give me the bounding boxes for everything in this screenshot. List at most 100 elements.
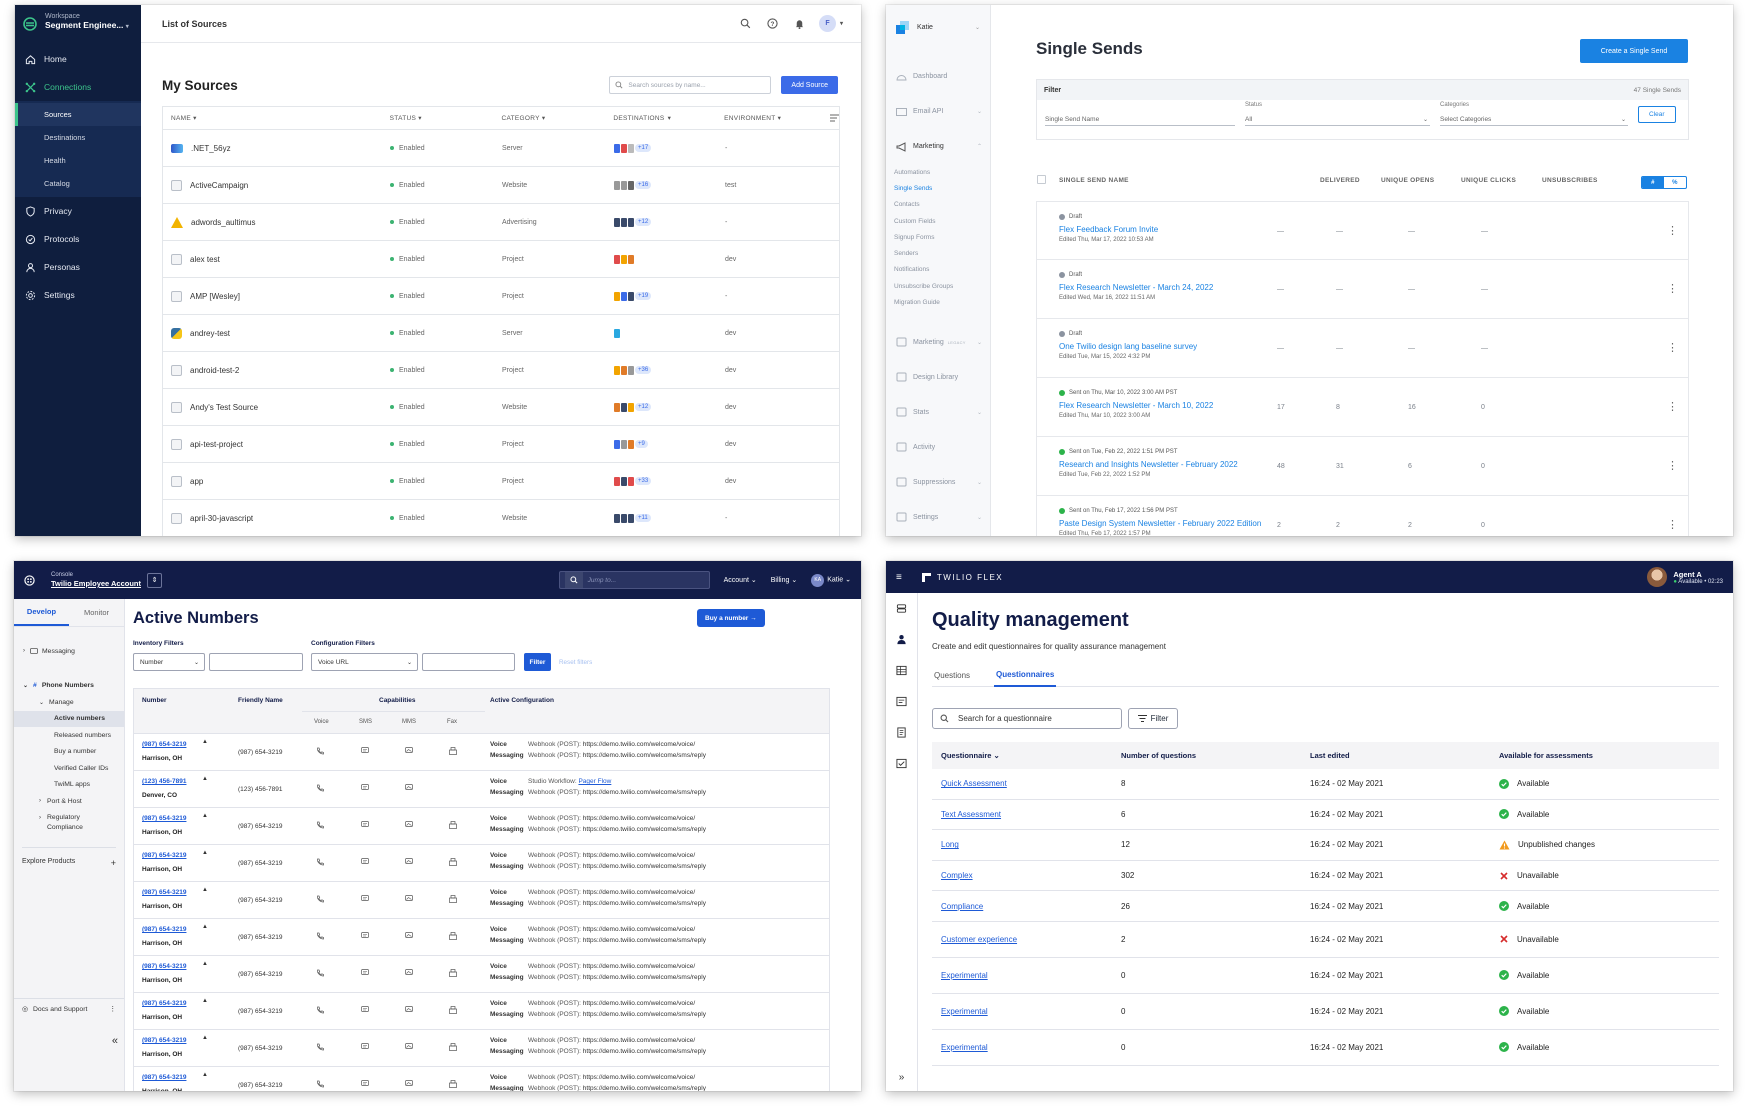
- subnav-catalog[interactable]: Catalog: [44, 179, 70, 188]
- sidebar-item-migration-guide[interactable]: Migration Guide: [894, 299, 940, 307]
- single-send-name-input[interactable]: Single Send Name: [1045, 106, 1235, 126]
- phone-number-link[interactable]: (987) 654-3219: [142, 1074, 187, 1081]
- table-row[interactable]: android-test-2 Enabled Project +36 dev: [162, 352, 840, 389]
- table-row[interactable]: (987) 654-3219 ▲ Harrison, OH (987) 654-321…: [133, 993, 830, 1030]
- questionnaire-link[interactable]: Long: [941, 840, 959, 850]
- sidebar-item-contacts[interactable]: Contacts: [894, 201, 920, 209]
- questionnaire-link[interactable]: Compliance: [941, 901, 984, 911]
- nav-design-library[interactable]: Design Library: [886, 360, 990, 395]
- more-actions-icon[interactable]: ⋮: [1667, 519, 1678, 531]
- nav-suppressions[interactable]: Suppressions ⌄: [886, 465, 990, 500]
- col-destinations[interactable]: DESTINATIONS ▾: [613, 114, 672, 123]
- nav-privacy[interactable]: Privacy: [15, 197, 141, 225]
- subnav-health[interactable]: Health: [44, 156, 66, 165]
- table-row[interactable]: app Enabled Project +33 dev: [162, 463, 840, 500]
- filter-button[interactable]: Filter: [1128, 708, 1178, 729]
- sidebar-item-notifications[interactable]: Notifications: [894, 266, 930, 274]
- table-row[interactable]: (987) 654-3219 ▲ Harrison, OH (987) 654-321…: [133, 1030, 830, 1067]
- account-name[interactable]: Twilio Employee Account: [51, 579, 142, 588]
- rail-item-list[interactable]: [886, 717, 917, 748]
- table-row[interactable]: (987) 654-3219 ▲ Harrison, OH (987) 654-321…: [133, 734, 830, 771]
- chevron-down-icon[interactable]: ▾: [839, 21, 843, 27]
- nav-dashboard[interactable]: Dashboard: [886, 59, 990, 94]
- docs-and-support[interactable]: ◎ Docs and Support ⋮: [14, 998, 124, 1019]
- phone-number-link[interactable]: (987) 654-3219: [142, 852, 187, 859]
- sidebar-item-messaging[interactable]: › Messaging: [23, 647, 75, 655]
- workspace-switcher[interactable]: Workspace Segment Enginee... ▾: [15, 5, 141, 45]
- sidebar-item-verified-caller-ids[interactable]: Verified Caller IDs: [54, 764, 109, 772]
- table-row[interactable]: adwords_aultimus Enabled Advertising +12 -: [162, 204, 840, 241]
- single-send-link[interactable]: Paste Design System Newsletter - Februar…: [1059, 519, 1262, 528]
- select-all-checkbox[interactable]: [1037, 175, 1046, 184]
- col-category[interactable]: CATEGORY ▾: [501, 115, 546, 122]
- reset-filters-link[interactable]: Reset filters: [559, 659, 593, 666]
- create-single-send-button[interactable]: Create a Single Send: [1580, 39, 1688, 63]
- categories-select[interactable]: Categories Select Categories ⌄: [1440, 102, 1628, 126]
- table-row[interactable]: Long 12 16:24 - 02 May 2021 Unpublished cha…: [932, 830, 1719, 861]
- source-name[interactable]: ActiveCampaign: [190, 180, 249, 190]
- rail-item-layers[interactable]: [886, 593, 917, 624]
- table-row[interactable]: (987) 654-3219 ▲ Harrison, OH (987) 654-321…: [133, 845, 830, 882]
- inventory-select[interactable]: Number ⌄: [133, 653, 205, 671]
- nav-email-api[interactable]: Email API ⌄: [886, 94, 990, 129]
- table-row[interactable]: ActiveCampaign Enabled Website +16 test: [162, 167, 840, 204]
- toggle-count[interactable]: #: [1642, 177, 1664, 188]
- col-name[interactable]: NAME ▾: [171, 114, 197, 123]
- table-row[interactable]: (987) 654-3219 ▲ Harrison, OH (987) 654-321…: [133, 1067, 830, 1091]
- rail-item-board[interactable]: [886, 686, 917, 717]
- tab-develop[interactable]: Develop: [14, 599, 69, 626]
- subnav-sources[interactable]: Sources: [15, 103, 141, 126]
- billing-menu[interactable]: Billing ⌄: [770, 577, 798, 584]
- rail-item-grid[interactable]: [886, 655, 917, 686]
- col-status[interactable]: STATUS ▾: [389, 115, 422, 122]
- sidebar-item-custom-fields[interactable]: Custom Fields: [894, 217, 936, 225]
- sidebar-item-automations[interactable]: Automations: [894, 168, 931, 176]
- table-row[interactable]: (987) 654-3219 ▲ Harrison, OH (987) 654-321…: [133, 919, 830, 956]
- studio-flow-link[interactable]: Pager Flow: [578, 778, 612, 785]
- rail-item-checklist[interactable]: [886, 748, 917, 779]
- collapse-sidebar-icon[interactable]: «: [111, 1035, 118, 1047]
- col-questionnaire[interactable]: Questionnaire ⌄: [932, 751, 1121, 760]
- nav-settings[interactable]: Settings: [15, 281, 141, 309]
- questionnaire-link[interactable]: Customer experience: [941, 934, 1018, 944]
- single-send-link[interactable]: One Twilio design lang baseline survey: [1059, 342, 1198, 351]
- source-name[interactable]: app: [190, 476, 204, 486]
- source-name[interactable]: alex test: [190, 254, 220, 264]
- table-row[interactable]: Sent on Thu, Mar 10, 2022 3:00 AM PST Fle…: [1036, 378, 1689, 437]
- source-name[interactable]: andrey-test: [190, 328, 231, 338]
- phone-number-link[interactable]: (987) 654-3219: [142, 1000, 187, 1007]
- table-row[interactable]: april-30-javascript Enabled Website +11 -: [162, 500, 840, 536]
- phone-number-link[interactable]: (987) 654-3219: [142, 963, 187, 970]
- sidebar-item-phone-numbers[interactable]: ⌄ # Phone Numbers: [23, 682, 94, 690]
- table-row[interactable]: Experimental 0 16:24 - 02 May 2021 Availabl…: [932, 958, 1719, 994]
- jump-to-search[interactable]: Jump to...: [558, 571, 710, 589]
- table-row[interactable]: Compliance 26 16:24 - 02 May 2021 Available: [932, 891, 1719, 922]
- source-name[interactable]: adwords_aultimus: [191, 217, 256, 227]
- account-switcher-icon[interactable]: ⇕: [147, 572, 163, 588]
- phone-number-link[interactable]: (987) 654-3219: [142, 889, 187, 896]
- search-input[interactable]: Search for a questionnaire: [932, 708, 1122, 729]
- sidebar-item-unsubscribe-groups[interactable]: Unsubscribe Groups: [894, 282, 954, 290]
- table-row[interactable]: AMP [Wesley] Enabled Project +19 -: [162, 278, 840, 315]
- sidebar-item-single-sends[interactable]: Single Sends: [894, 184, 933, 192]
- nav-marketing[interactable]: Marketing ⌃: [886, 129, 990, 164]
- search-input[interactable]: Search sources by name...: [609, 76, 772, 94]
- questionnaire-link[interactable]: Quick Assessment: [941, 779, 1007, 789]
- nav-protocols[interactable]: Protocols: [15, 225, 141, 253]
- bell-icon[interactable]: [794, 18, 805, 29]
- menu-icon[interactable]: ≡: [896, 571, 902, 583]
- phone-number-link[interactable]: (123) 456-7891: [142, 778, 187, 785]
- sidebar-item-twiml-apps[interactable]: TwiML apps: [54, 781, 91, 789]
- sidebar-item-senders[interactable]: Senders: [894, 250, 919, 258]
- status-select[interactable]: Status All ⌄: [1245, 102, 1430, 126]
- toggle-percent[interactable]: %: [1672, 179, 1678, 186]
- table-row[interactable]: Draft Flex Feedback Forum Invite Edited Th…: [1036, 201, 1689, 260]
- add-source-button[interactable]: Add Source: [781, 76, 838, 94]
- phone-number-link[interactable]: (987) 654-3219: [142, 926, 187, 933]
- single-send-link[interactable]: Flex Research Newsletter - March 10, 202…: [1059, 401, 1214, 410]
- expand-rail-icon[interactable]: »: [898, 1072, 905, 1083]
- questionnaire-link[interactable]: Experimental: [941, 1042, 988, 1052]
- filter-button[interactable]: Filter: [524, 653, 551, 671]
- more-actions-icon[interactable]: ⋮: [1667, 401, 1678, 413]
- rail-item-agent[interactable]: [886, 624, 917, 655]
